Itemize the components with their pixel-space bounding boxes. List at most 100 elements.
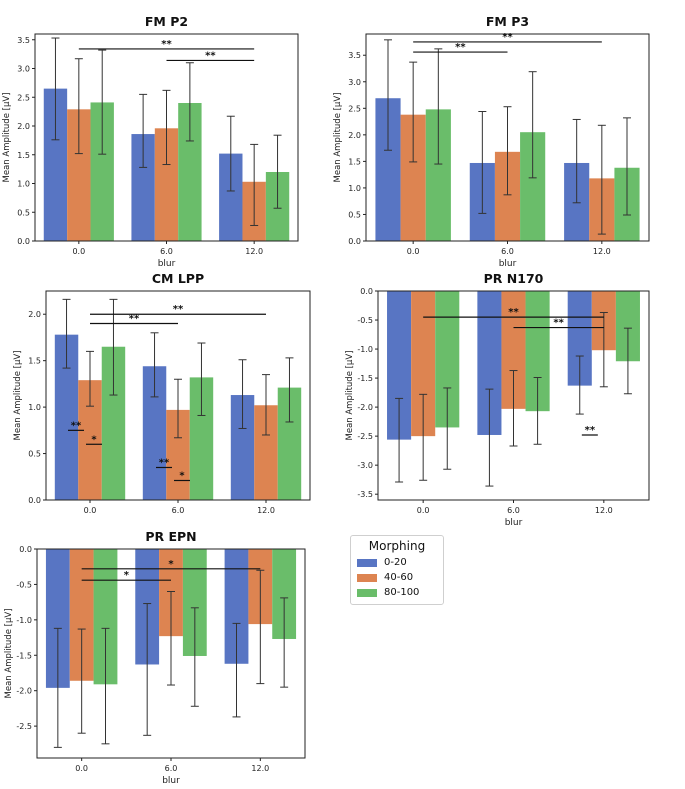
xtick-label: 12.0	[245, 247, 263, 256]
chart-title-pr_n170: PR N170	[484, 271, 544, 286]
significance-label-cm_lpp-4: **	[159, 457, 170, 468]
bar-pr_epn-80-100-12.0	[272, 549, 297, 639]
legend-swatch-2	[357, 588, 377, 597]
ytick-label: 0.5	[348, 210, 361, 219]
ytick-label: -2.0	[16, 687, 32, 696]
bar-pr_epn-0-20-12.0	[224, 549, 249, 664]
bar-cm_lpp-0-20-0.0	[54, 334, 79, 500]
bar-cm_lpp-80-100-6.0	[189, 377, 214, 500]
y-axis-label-pr_epn: Mean Amplitude [μV]	[4, 609, 14, 699]
legend-label-2: 80-100	[384, 587, 420, 598]
y-axis-label-cm_lpp: Mean Amplitude [μV]	[13, 351, 23, 441]
legend-title: Morphing	[368, 539, 426, 553]
chart-cm_lpp: 0.0 0.5 1.0 1.5 2.0 0.0 6.0 12.0 CM LPP Mean Ampl…	[13, 271, 311, 515]
bar-fm_p2-0-20-12.0	[219, 153, 243, 241]
ytick-label: 1.0	[28, 403, 41, 412]
ytick-label: 3.0	[348, 78, 361, 87]
ytick-label: -2.5	[357, 432, 373, 441]
xtick-label: 12.0	[595, 506, 613, 515]
x-axis-label-pr_epn: blur	[162, 776, 180, 786]
ytick-label: -2.5	[16, 722, 32, 731]
bar-pr_epn-0-20-0.0	[45, 549, 70, 688]
bar-cm_lpp-0-20-6.0	[142, 366, 167, 500]
significance-label-pr_epn-1: *	[124, 570, 130, 581]
ytick-label: 0.0	[360, 287, 373, 296]
legend-item-0: 0-20	[357, 555, 437, 570]
ytick-label: 0.0	[28, 496, 41, 505]
significance-label-pr_epn-0: *	[168, 559, 174, 570]
significance-label-fm_p2-1: **	[205, 50, 216, 61]
ytick-label: -0.5	[357, 316, 373, 325]
xtick-label: 12.0	[593, 247, 611, 256]
y-axis-label-fm_p3: Mean Amplitude [μV]	[333, 93, 343, 183]
ytick-label: 1.0	[17, 180, 30, 189]
ytick-label: 2.5	[348, 104, 361, 113]
bar-pr_epn-80-100-6.0	[182, 549, 207, 656]
legend-item-1: 40-60	[357, 570, 437, 585]
chart-fm_p3: 0.0 0.5 1.0 1.5 2.0 2.5 3.0 3.5 0.0 6.0 12.0 FM P3 b…	[333, 14, 650, 269]
y-axis-label-fm_p2: Mean Amplitude [μV]	[2, 93, 12, 183]
y-axis-label-pr_n170: Mean Amplitude [μV]	[345, 351, 355, 441]
significance-label-cm_lpp-1: **	[129, 314, 140, 325]
chart-title-cm_lpp: CM LPP	[152, 271, 204, 286]
bar-fm_p2-0-20-6.0	[131, 134, 155, 241]
ytick-label: -1.0	[357, 345, 373, 354]
chart-title-fm_p2: FM P2	[145, 14, 188, 29]
bar-pr_epn-40-60-0.0	[69, 549, 94, 681]
significance-label-pr_n170-2: **	[585, 425, 596, 436]
ytick-label: -2.0	[357, 403, 373, 412]
significance-label-cm_lpp-3: *	[91, 434, 97, 445]
significance-label-fm_p2-0: **	[161, 39, 172, 50]
ytick-label: 0.0	[17, 237, 30, 246]
significance-label-fm_p3-0: **	[502, 32, 513, 43]
xtick-label: 0.0	[72, 247, 85, 256]
bar-cm_lpp-80-100-12.0	[277, 387, 302, 500]
ytick-label: -1.5	[357, 374, 373, 383]
bar-fm_p2-40-60-0.0	[67, 109, 91, 241]
significance-label-cm_lpp-5: *	[179, 470, 185, 481]
ytick-label: 2.5	[17, 93, 30, 102]
significance-label-cm_lpp-0: **	[173, 304, 184, 315]
xtick-label: 12.0	[251, 764, 269, 773]
legend: Morphing 0-20 40-60 80-100	[350, 535, 444, 605]
bar-cm_lpp-40-60-6.0	[166, 409, 190, 500]
ytick-label: 3.0	[17, 65, 30, 74]
legend-label-0: 0-20	[384, 557, 407, 568]
bar-fm_p2-80-100-6.0	[178, 103, 202, 241]
legend-item-2: 80-100	[357, 585, 437, 600]
bar-cm_lpp-40-60-12.0	[254, 405, 278, 500]
ytick-label: 1.5	[348, 157, 361, 166]
ytick-label: 2.0	[348, 131, 361, 140]
xtick-label: 12.0	[257, 506, 275, 515]
chart-title-fm_p3: FM P3	[486, 14, 529, 29]
legend-label-1: 40-60	[384, 572, 414, 583]
significance-label-fm_p3-1: **	[455, 42, 466, 53]
bar-cm_lpp-40-60-0.0	[78, 380, 102, 500]
ytick-label: 0.0	[19, 545, 32, 554]
ytick-label: -1.0	[16, 616, 32, 625]
chart-pr_epn: -2.5 -2.0 -1.5 -1.0 -0.5 0.0 0.0 6.0 12.0 PR EPN b…	[4, 529, 306, 786]
ytick-label: 1.5	[17, 151, 30, 160]
xtick-label: 6.0	[507, 506, 520, 515]
chart-fm_p2: 0.0 0.5 1.0 1.5 2.0 2.5 3.0 3.5 0.0 6.0 12.0 FM P2 b…	[2, 14, 299, 269]
bar-pr_epn-80-100-0.0	[93, 549, 118, 685]
xtick-label: 6.0	[501, 247, 514, 256]
ytick-label: 2.0	[17, 122, 30, 131]
xtick-label: 6.0	[160, 247, 173, 256]
x-axis-label-fm_p2: blur	[158, 259, 176, 269]
legend-swatch-1	[357, 573, 377, 582]
xtick-label: 6.0	[172, 506, 185, 515]
significance-label-cm_lpp-2: **	[71, 420, 82, 431]
bar-cm_lpp-0-20-12.0	[230, 395, 255, 500]
significance-label-pr_n170-1: **	[553, 318, 564, 329]
legend-swatch-0	[357, 558, 377, 567]
chart-title-pr_epn: PR EPN	[145, 529, 196, 544]
ytick-label: 0.5	[28, 450, 41, 459]
xtick-label: 0.0	[417, 506, 430, 515]
ytick-label: 2.0	[28, 310, 41, 319]
ytick-label: -1.5	[16, 651, 32, 660]
bar-fm_p2-0-20-0.0	[43, 88, 68, 241]
xtick-label: 0.0	[84, 506, 97, 515]
bar-fm_p2-80-100-0.0	[90, 102, 114, 241]
